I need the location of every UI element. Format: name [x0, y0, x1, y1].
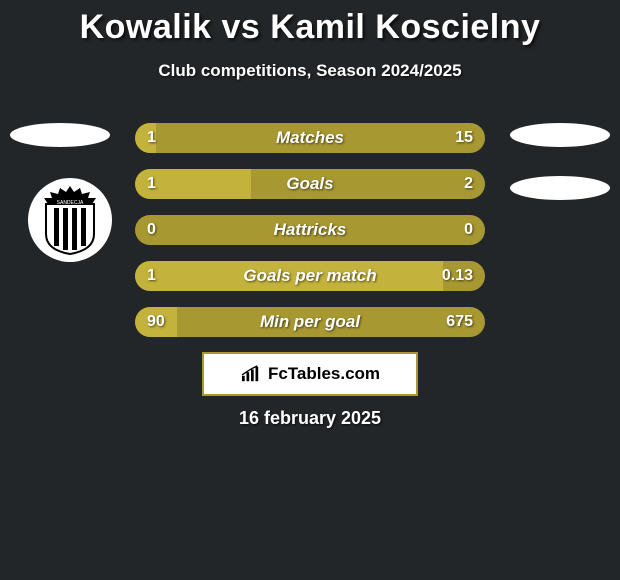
stat-right-value: 15 [455, 123, 473, 153]
stat-label: Goals per match [135, 261, 485, 291]
stat-label: Min per goal [135, 307, 485, 337]
snapshot-date: 16 february 2025 [0, 408, 620, 429]
player-right-slot-1 [510, 123, 610, 147]
stat-right-value: 675 [446, 307, 473, 337]
stat-label: Goals [135, 169, 485, 199]
branding-badge: FcTables.com [202, 352, 418, 396]
player-left-slot-1 [10, 123, 110, 147]
player-right-slot-2 [510, 176, 610, 200]
stat-bars: 1 Matches 15 1 Goals 2 0 Hattricks 0 1 G… [135, 123, 485, 353]
svg-text:SANDECJA: SANDECJA [57, 200, 84, 206]
stat-right-value: 2 [464, 169, 473, 199]
stat-bar-min-per-goal: 90 Min per goal 675 [135, 307, 485, 337]
branding-text: FcTables.com [268, 364, 380, 384]
stat-bar-hattricks: 0 Hattricks 0 [135, 215, 485, 245]
chart-icon [240, 365, 262, 383]
sandecja-crest-icon: SANDECJA [40, 184, 100, 256]
stat-bar-goals: 1 Goals 2 [135, 169, 485, 199]
stat-right-value: 0.13 [442, 261, 473, 291]
stat-label: Hattricks [135, 215, 485, 245]
stat-label: Matches [135, 123, 485, 153]
stat-bar-matches: 1 Matches 15 [135, 123, 485, 153]
stat-right-value: 0 [464, 215, 473, 245]
page-title: Kowalik vs Kamil Koscielny [0, 0, 620, 47]
page-subtitle: Club competitions, Season 2024/2025 [0, 61, 620, 81]
club-crest: SANDECJA [28, 178, 112, 262]
stat-bar-goals-per-match: 1 Goals per match 0.13 [135, 261, 485, 291]
